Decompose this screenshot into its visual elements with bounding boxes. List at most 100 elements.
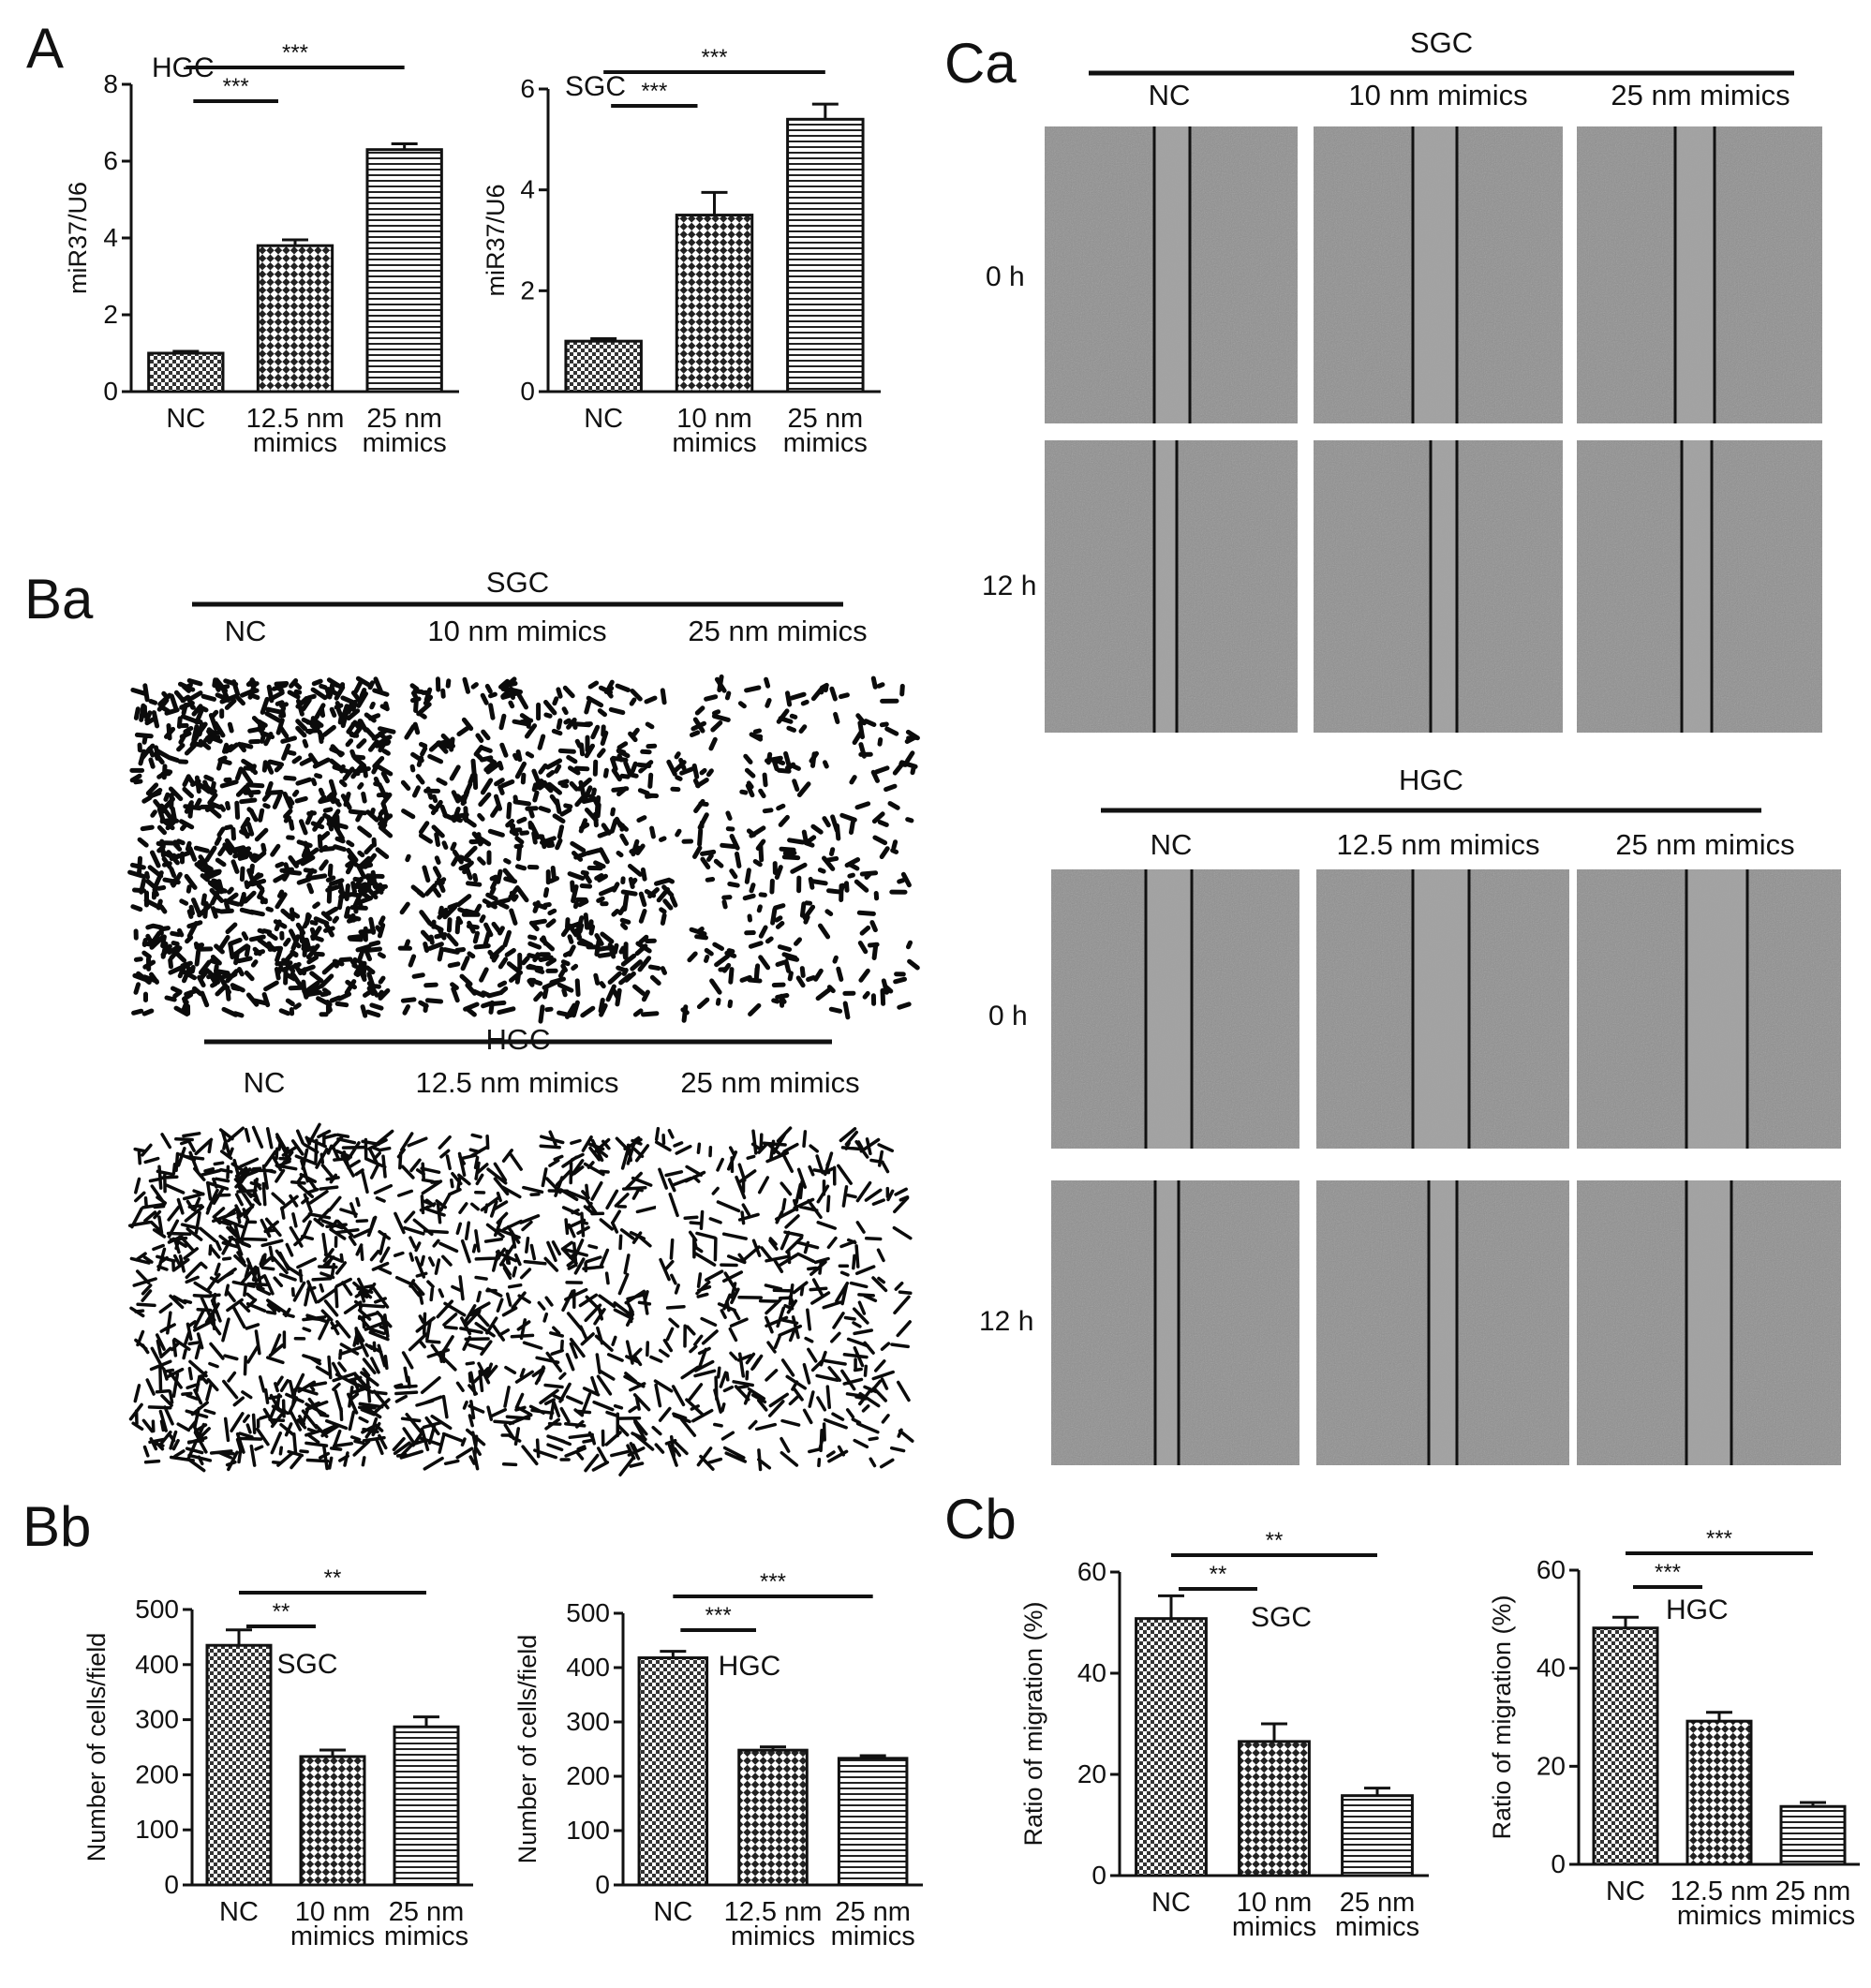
y-tick-label: 40 [1537,1654,1566,1683]
x-tick-label: NC [1151,1888,1191,1918]
bar [737,1748,809,1887]
column-label: 12.5 nm mimics [1336,828,1539,861]
chart-title: HGC [719,1651,781,1682]
scratch-gap [1154,440,1177,733]
x-tick-label: 12.5 nm [724,1897,823,1927]
column-label: 25 nm mimics [680,1066,859,1099]
y-tick-label: 20 [1077,1759,1106,1788]
y-axis-label: miR37/U6 [482,184,510,296]
x-tick-label: mimics [1771,1901,1855,1931]
x-tick-label: 10 nm [295,1897,371,1927]
bar [1341,1794,1414,1877]
transwell-images: SGC NC 10 nm mimics 25 nm mimics HGC NC 12.5 n… [127,566,920,1476]
bar [365,148,443,393]
chart-title: SGC [565,71,626,102]
significance-label: *** [1655,1560,1681,1585]
x-tick-label: 25 nm [366,404,442,434]
column-label: 10 nm mimics [427,615,606,647]
column-label: NC [244,1066,286,1099]
bar [837,1757,909,1887]
y-tick-label: 6 [520,74,535,103]
wound-image [1316,869,1569,1149]
y-tick-label: 60 [1537,1555,1566,1584]
bar [1238,1740,1311,1877]
column-label: 10 nm mimics [1348,79,1527,111]
y-tick-label: 60 [1077,1557,1106,1586]
column-label: 12.5 nm mimics [415,1066,618,1099]
significance-label: *** [701,45,727,70]
significance-label: ** [273,1599,290,1625]
significance-label: ** [324,1565,342,1591]
cell-stains [654,674,920,1023]
wound-image [1314,440,1563,733]
y-tick-label: 0 [1551,1849,1566,1878]
group-title: HGC [486,1023,551,1056]
y-tick-label: 2 [103,300,118,329]
y-axis-label: Number of cells/field [82,1633,111,1862]
cell-stains [649,1126,914,1472]
x-tick-label: 25 nm [788,404,864,434]
scratch-gap [1413,126,1457,423]
column-label: NC [1149,79,1191,111]
x-tick-label: 25 nm [389,1897,465,1927]
row-label: 0 h [988,1001,1028,1031]
scratch-gap [1431,440,1457,733]
x-tick-label: mimics [363,428,447,458]
y-tick-label: 300 [135,1705,179,1734]
y-tick-label: 40 [1077,1658,1106,1687]
x-tick-label: mimics [253,428,337,458]
scratch-gap [1675,126,1715,423]
y-axis-label: Ratio of migration (%) [1019,1601,1047,1846]
bar [299,1755,366,1887]
y-tick-label: 0 [595,1870,610,1899]
wound-image [1051,869,1299,1149]
wound-image [1577,1180,1841,1465]
group-title: SGC [1410,26,1473,59]
panel-letter-Ba: Ba [24,568,94,631]
wound-image [1577,440,1822,733]
x-tick-label: mimics [1232,1912,1316,1942]
significance-label: *** [705,1603,732,1628]
y-tick-label: 500 [566,1598,610,1627]
x-tick-label: NC [1606,1877,1645,1906]
y-tick-label: 0 [164,1870,179,1899]
y-tick-label: 4 [520,175,535,204]
cell-stains [127,1122,394,1473]
y-tick-label: 400 [566,1653,610,1682]
cell-stains [397,676,661,1024]
bar [1135,1617,1208,1877]
wound-image [1045,126,1298,423]
scratch-gap [1686,1180,1731,1465]
y-tick-label: 0 [103,377,118,406]
wound-group-sgc: SGC NC 10 nm mimics 25 nm mimics 0 h 12 h [982,26,1822,733]
transwell-image [127,1122,394,1473]
y-tick-label: 0 [520,377,535,406]
x-tick-label: 25 nm [1775,1877,1851,1906]
x-tick-label: NC [166,404,205,434]
chart-bb-hgc: 0 100 200 300 400 500 Number of cells/field HGC… [513,1569,923,1951]
wound-image [1316,1180,1569,1465]
chart-bb-sgc: 0 100 200 300 400 500 Number of cells/field SGC… [82,1565,473,1951]
row-label: 0 h [986,261,1025,292]
x-tick-label: mimics [831,1921,915,1951]
scratch-gap [1146,869,1192,1149]
y-tick-label: 2 [520,275,535,304]
bar [786,117,865,393]
bar [675,214,754,393]
bar [256,244,334,393]
x-tick-label: 25 nm [835,1897,911,1927]
chart-title: HGC [1666,1595,1729,1625]
x-tick-label: mimics [384,1921,468,1951]
y-tick-label: 8 [103,69,118,98]
y-tick-label: 200 [566,1761,610,1790]
transwell-group-hgc: HGC NC 12.5 nm mimics 25 nm mimics [127,1023,914,1476]
x-tick-label: 12.5 nm [1671,1877,1769,1906]
scratch-gap [1682,440,1712,733]
wound-image [1577,869,1841,1149]
bar [1592,1626,1659,1866]
transwell-image [392,1130,660,1476]
row-label: 12 h [982,571,1036,601]
scratch-gap [1686,869,1747,1149]
significance-label: *** [760,1569,786,1595]
